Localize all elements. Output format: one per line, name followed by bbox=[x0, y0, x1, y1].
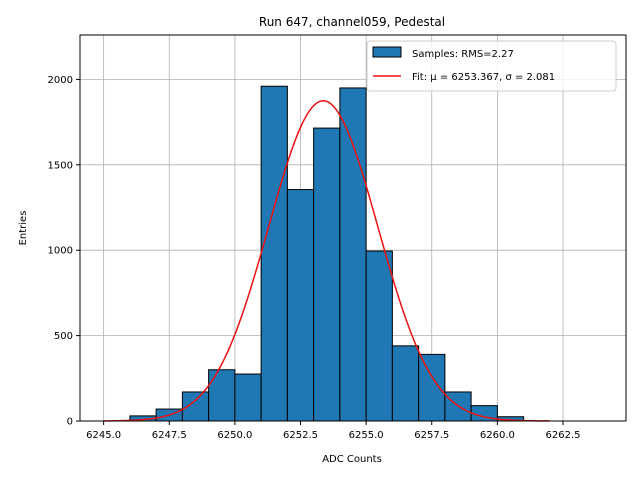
x-tick-label-0: 6245.0 bbox=[86, 430, 121, 441]
y-tick-label-3: 1500 bbox=[48, 160, 73, 171]
fit-curve bbox=[103, 100, 550, 422]
x-tick-label-1: 6247.5 bbox=[152, 430, 187, 441]
legend-samples-swatch bbox=[372, 46, 402, 58]
x-axis-ticks: 6245.0 6247.5 6250.0 6252.5 6255.0 6257.5 6260… bbox=[86, 421, 581, 441]
x-tick-label-7: 6262.5 bbox=[546, 430, 581, 441]
y-tick-label-1: 500 bbox=[54, 331, 73, 342]
fit-curve-group bbox=[103, 100, 550, 422]
x-tick-label-3: 6252.5 bbox=[283, 430, 318, 441]
y-tick-label-0: 0 bbox=[67, 417, 73, 428]
histogram-bars bbox=[129, 85, 525, 422]
plot-frame bbox=[79, 34, 627, 422]
x-tick-label-4: 6255.0 bbox=[349, 430, 384, 441]
x-tick-label-5: 6257.5 bbox=[414, 430, 449, 441]
legend-samples-label: Samples: RMS=2.27 bbox=[412, 49, 514, 60]
x-tick-label-2: 6250.0 bbox=[217, 430, 252, 441]
y-tick-label-2: 1000 bbox=[48, 246, 73, 257]
legend-fit-label: Fit: μ = 6253.367, σ = 2.081 bbox=[412, 72, 555, 83]
y-tick-label-4: 2000 bbox=[48, 75, 73, 86]
legend-box bbox=[366, 40, 617, 92]
histogram-bar-8 bbox=[339, 87, 367, 422]
histogram-bar-4 bbox=[234, 373, 262, 422]
chart-title: Run 647, channel059, Pedestal bbox=[259, 15, 445, 29]
y-axis-label: Entries bbox=[18, 211, 29, 246]
histogram-bar-9 bbox=[365, 250, 393, 422]
histogram-bar-3 bbox=[208, 369, 236, 422]
histogram-bar-5 bbox=[260, 85, 288, 422]
histogram-bar-6 bbox=[286, 189, 315, 422]
legend: Samples: RMS=2.27 Fit: μ = 6253.367, σ =… bbox=[366, 40, 617, 92]
histogram-bar-10 bbox=[391, 345, 420, 422]
x-axis-label: ADC Counts bbox=[322, 454, 382, 465]
histogram-bar-7 bbox=[313, 127, 341, 422]
histogram-bar-11 bbox=[418, 353, 446, 422]
x-tick-label-6: 6260.0 bbox=[480, 430, 515, 441]
y-axis-ticks: 0 500 1000 1500 2000 bbox=[48, 75, 80, 428]
